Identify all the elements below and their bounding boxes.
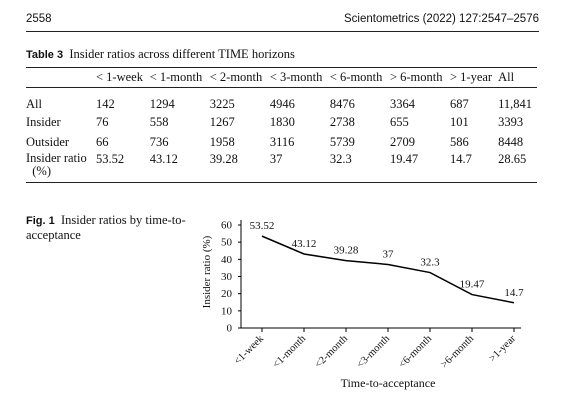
data-label: 32.3 bbox=[420, 257, 440, 269]
y-tick-label: 60 bbox=[221, 220, 233, 232]
y-tick-label: 10 bbox=[221, 305, 233, 317]
x-tick-label: <3-month bbox=[355, 333, 393, 371]
column-header: > 6-month bbox=[389, 70, 443, 84]
table-cell: 3225 bbox=[209, 97, 235, 111]
data-label: 43.12 bbox=[292, 238, 317, 250]
series-line bbox=[261, 235, 515, 304]
table-cell: 2709 bbox=[389, 134, 415, 149]
table-cell: 8448 bbox=[498, 134, 524, 149]
table-cell: 142 bbox=[96, 97, 115, 111]
data-label: 53.52 bbox=[250, 220, 275, 232]
page-header: 2558 Scientometrics (2022) 127:2547–2576 bbox=[26, 11, 539, 32]
column-header: < 1-week bbox=[96, 70, 143, 84]
table-cell: 1294 bbox=[149, 97, 175, 111]
table-row: All 142 1294 3225 4946 8476 3364 687 11,… bbox=[26, 88, 537, 113]
insider-ratio-line-chart: 0 10 20 30 40 50 60 <1-week <1-month <2-month <3-… bbox=[201, 220, 524, 391]
row-label: All bbox=[26, 97, 42, 111]
y-tick-label: 20 bbox=[221, 288, 233, 300]
figure-caption-text: Insider ratios by time-to-acceptance bbox=[26, 213, 186, 242]
table-cell: 28.65 bbox=[498, 152, 527, 166]
table-cell: 3393 bbox=[498, 114, 524, 129]
journal-citation: Scientometrics (2022) 127:2547–2576 bbox=[344, 13, 539, 25]
table-cell: 8476 bbox=[329, 97, 355, 111]
table-cell: 11,841 bbox=[498, 97, 533, 111]
table-caption: Table 3 Insider ratios across different … bbox=[26, 47, 295, 62]
table-cell: 2738 bbox=[329, 114, 355, 129]
table-cell: 687 bbox=[450, 97, 469, 111]
data-label: 39.28 bbox=[334, 245, 359, 257]
table-cell: 586 bbox=[450, 134, 469, 149]
table-cell: 3364 bbox=[389, 97, 415, 111]
table-cell: 76 bbox=[96, 114, 109, 129]
table-cell: 66 bbox=[96, 134, 109, 149]
table-cell: 43.12 bbox=[149, 152, 178, 166]
row-label-line: Insider ratio bbox=[26, 151, 87, 165]
column-header: All bbox=[498, 70, 515, 84]
row-label-unit: (%) bbox=[32, 164, 51, 178]
table-cell: 558 bbox=[149, 114, 169, 129]
y-tick-label: 0 bbox=[227, 323, 233, 335]
table-row: Outsider 66 736 1958 3116 5739 2709 586 … bbox=[26, 132, 537, 152]
table-cell: 1958 bbox=[209, 134, 235, 149]
page-number: 2558 bbox=[26, 13, 52, 25]
table-cell: 655 bbox=[389, 114, 409, 129]
data-label: 19.47 bbox=[460, 279, 485, 291]
column-header bbox=[26, 68, 96, 88]
figure-caption: Fig. 1 Insider ratios by time-to-accepta… bbox=[26, 213, 196, 242]
table-header-row: < 1-week < 1-month < 2-month < 3-month <… bbox=[26, 67, 537, 88]
column-header: < 3-month bbox=[269, 70, 323, 84]
row-label: Outsider bbox=[26, 134, 70, 149]
x-tick-label: <2-month bbox=[313, 333, 351, 371]
y-tick-label: 40 bbox=[221, 254, 233, 266]
column-header: < 6-month bbox=[329, 70, 383, 84]
insider-ratio-table: < 1-week < 1-month < 2-month < 3-month <… bbox=[26, 67, 537, 183]
table-cell: 32.3 bbox=[329, 152, 352, 166]
row-label: Insider ratio (%) bbox=[26, 152, 96, 183]
column-header: > 1-year bbox=[450, 70, 493, 84]
table-cell: 19.47 bbox=[389, 152, 419, 166]
table-cell: 1267 bbox=[209, 114, 235, 129]
table-label: Table 3 bbox=[26, 49, 64, 61]
table-cell: 1830 bbox=[269, 114, 295, 129]
column-header: < 1-month bbox=[149, 70, 203, 84]
table-cell: 4946 bbox=[269, 97, 295, 111]
x-tick-label: <6-month bbox=[397, 333, 435, 371]
table-cell: 5739 bbox=[329, 134, 355, 149]
y-axis-label: Insider ratio (%) bbox=[201, 235, 213, 308]
table-caption-text: Insider ratios across different TIME hor… bbox=[69, 47, 295, 61]
table-row: Insider 76 558 1267 1830 2738 655 101 33… bbox=[26, 112, 537, 132]
column-header: < 2-month bbox=[209, 70, 263, 84]
data-label: 14.7 bbox=[504, 287, 524, 299]
table-cell: 14.7 bbox=[450, 152, 472, 166]
x-tick-label: <1-month bbox=[271, 333, 309, 371]
data-label: 37 bbox=[383, 248, 395, 260]
x-axis-label: Time-to-acceptance bbox=[341, 376, 436, 390]
table-cell: 736 bbox=[149, 134, 169, 149]
table-cell: 3116 bbox=[269, 134, 295, 149]
y-tick-label: 30 bbox=[221, 271, 233, 283]
x-tick-label: >1-year bbox=[487, 333, 518, 364]
table-row: Insider ratio (%) 53.52 43.12 39.28 37 3… bbox=[26, 152, 537, 183]
table-cell: 37 bbox=[269, 152, 283, 166]
table-cell: 53.52 bbox=[96, 152, 125, 166]
x-tick-label: <1-week bbox=[232, 333, 266, 367]
x-tick-label: >6-month bbox=[439, 333, 477, 371]
table-cell: 101 bbox=[450, 114, 469, 129]
figure-label: Fig. 1 bbox=[26, 215, 55, 227]
y-tick-label: 50 bbox=[221, 237, 233, 249]
table-cell: 39.28 bbox=[209, 152, 238, 166]
row-label: Insider bbox=[26, 114, 61, 129]
